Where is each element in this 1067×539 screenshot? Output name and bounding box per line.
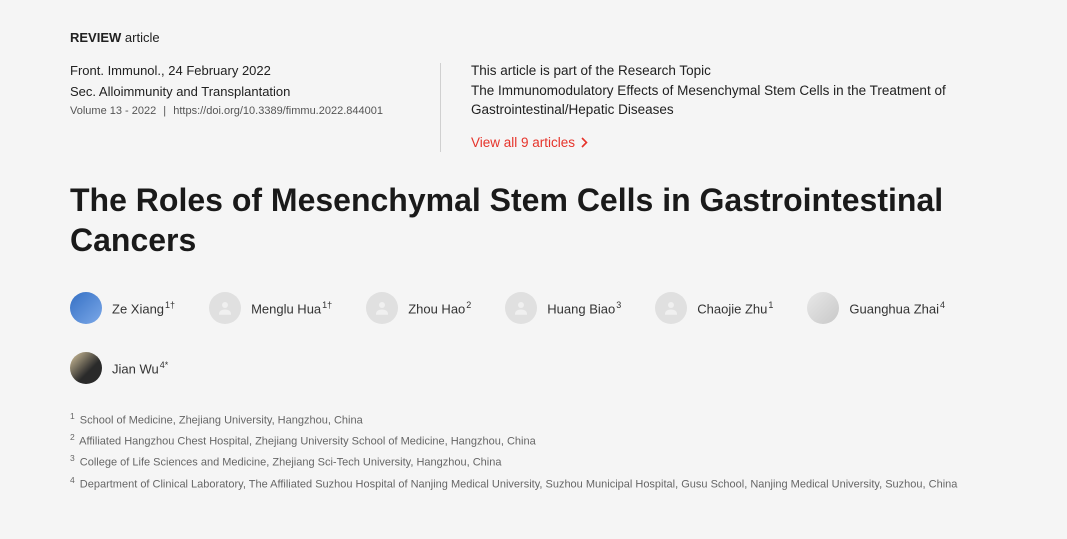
author-avatar — [366, 292, 398, 324]
author-avatar — [505, 292, 537, 324]
author[interactable]: Huang Biao3 — [505, 292, 621, 324]
research-topic-box: This article is part of the Research Top… — [440, 63, 997, 152]
affiliation-item: 1 School of Medicine, Zhejiang Universit… — [70, 410, 997, 430]
view-all-text: View all 9 articles — [471, 135, 575, 150]
author[interactable]: Zhou Hao2 — [366, 292, 471, 324]
author[interactable]: Chaojie Zhu1 — [655, 292, 773, 324]
volume-text: Volume 13 - 2022 — [70, 105, 156, 117]
article-type-bold: REVIEW — [70, 30, 121, 45]
author-avatar — [209, 292, 241, 324]
metadata-row: Front. Immunol., 24 February 2022 Sec. A… — [70, 63, 997, 152]
authors-list: Ze Xiang1† Menglu Hua1† Zhou Hao2 Huang Bia… — [70, 292, 997, 384]
author[interactable]: Guanghua Zhai4 — [807, 292, 945, 324]
research-topic-heading: This article is part of the Research Top… — [471, 63, 997, 78]
author-name: Jian Wu4* — [112, 360, 168, 376]
article-type-label: REVIEW article — [70, 30, 997, 45]
article-title: The Roles of Mesenchymal Stem Cells in G… — [70, 180, 997, 260]
view-all-link[interactable]: View all 9 articles — [471, 135, 588, 150]
doi-link[interactable]: https://doi.org/10.3389/fimmu.2022.84400… — [173, 105, 383, 117]
affiliation-item: 3 College of Life Sciences and Medicine,… — [70, 452, 997, 472]
volume-doi: Volume 13 - 2022 | https://doi.org/10.33… — [70, 105, 410, 117]
affiliation-item: 4 Department of Clinical Laboratory, The… — [70, 474, 997, 494]
author-name: Ze Xiang1† — [112, 300, 175, 316]
publication-meta: Front. Immunol., 24 February 2022 Sec. A… — [70, 63, 440, 152]
affiliation-item: 2 Affiliated Hangzhou Chest Hospital, Zh… — [70, 431, 997, 451]
author-name: Guanghua Zhai4 — [849, 300, 945, 316]
chevron-right-icon — [581, 137, 588, 148]
author-avatar — [70, 352, 102, 384]
author-name: Zhou Hao2 — [408, 300, 471, 316]
author-name: Chaojie Zhu1 — [697, 300, 773, 316]
author[interactable]: Jian Wu4* — [70, 352, 168, 384]
author-avatar — [807, 292, 839, 324]
research-topic-title[interactable]: The Immunomodulatory Effects of Mesenchy… — [471, 82, 997, 120]
article-type-light: article — [125, 30, 160, 45]
author[interactable]: Menglu Hua1† — [209, 292, 332, 324]
separator: | — [163, 105, 166, 117]
journal-date: Front. Immunol., 24 February 2022 — [70, 63, 410, 78]
author[interactable]: Ze Xiang1† — [70, 292, 175, 324]
author-name: Huang Biao3 — [547, 300, 621, 316]
section-name: Sec. Alloimmunity and Transplantation — [70, 84, 410, 99]
author-name: Menglu Hua1† — [251, 300, 332, 316]
author-avatar — [70, 292, 102, 324]
author-avatar — [655, 292, 687, 324]
affiliations-list: 1 School of Medicine, Zhejiang Universit… — [70, 410, 997, 494]
